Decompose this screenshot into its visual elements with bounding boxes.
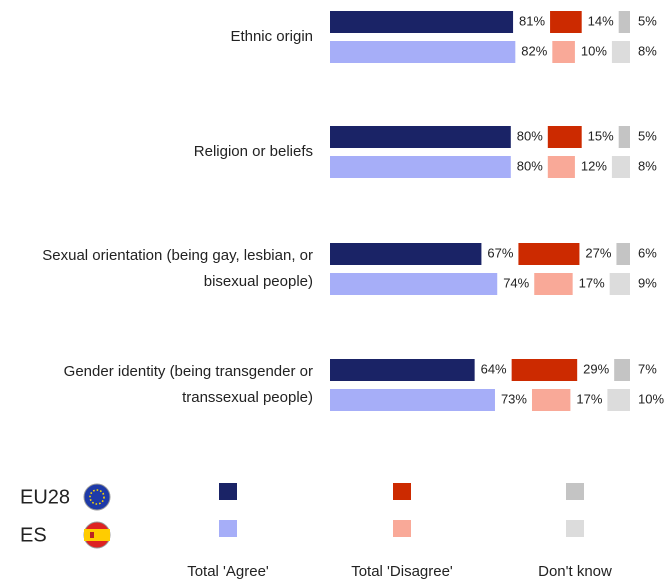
- category-label: Sexual orientation (being gay, lesbian, …: [42, 247, 313, 264]
- bar: [330, 389, 495, 411]
- value-label: 29%: [583, 361, 609, 376]
- bar: [330, 273, 498, 295]
- value-label: 7%: [638, 361, 657, 376]
- value-label: 9%: [638, 275, 657, 290]
- legend-label: Total 'Agree': [187, 563, 269, 580]
- value-label: 5%: [638, 13, 657, 28]
- value-label: 64%: [481, 361, 507, 376]
- value-label: 12%: [581, 158, 607, 173]
- value-label: 80%: [517, 128, 543, 143]
- value-label: 5%: [638, 128, 657, 143]
- bar: [547, 156, 575, 178]
- value-label: 10%: [581, 43, 607, 58]
- bar: [330, 41, 516, 63]
- value-label: 74%: [503, 275, 529, 290]
- es-flag: [83, 521, 111, 549]
- bar: [618, 126, 630, 148]
- eu-flag: [83, 483, 111, 511]
- bar: [550, 11, 582, 33]
- bar: [609, 273, 630, 295]
- legend-swatch: [393, 483, 411, 500]
- value-label: 15%: [588, 128, 614, 143]
- legend-swatch: [219, 483, 237, 500]
- value-label: 8%: [638, 43, 657, 58]
- bar: [611, 41, 630, 63]
- legend-swatch: [393, 520, 411, 537]
- legend-swatch: [566, 483, 584, 500]
- value-label: 6%: [638, 245, 657, 260]
- category-label: Religion or beliefs: [194, 143, 313, 160]
- bar: [511, 359, 578, 381]
- bar: [547, 126, 582, 148]
- bar: [618, 11, 630, 33]
- value-label: 17%: [576, 391, 602, 406]
- legend-swatch: [566, 520, 584, 537]
- legend-swatch: [219, 520, 237, 537]
- value-label: 67%: [487, 245, 513, 260]
- category-label: Ethnic origin: [230, 28, 313, 45]
- value-label: 81%: [519, 13, 545, 28]
- value-label: 8%: [638, 158, 657, 173]
- category-label: Gender identity (being transgender or: [64, 363, 313, 380]
- value-label: 82%: [521, 43, 547, 58]
- legend-group: EU28: [20, 486, 70, 508]
- bar: [330, 243, 482, 265]
- legend-label: Don't know: [538, 563, 612, 580]
- value-label: 80%: [517, 158, 543, 173]
- bar: [330, 11, 514, 33]
- legend-label: Total 'Disagree': [351, 563, 453, 580]
- bar: [330, 126, 511, 148]
- bar: [518, 243, 580, 265]
- bar: [611, 156, 630, 178]
- category-label: transsexual people): [182, 389, 313, 406]
- bar: [330, 359, 475, 381]
- category-label: bisexual people): [204, 273, 313, 290]
- bar: [607, 389, 630, 411]
- bar: [534, 273, 573, 295]
- bar: [616, 243, 630, 265]
- value-label: 27%: [585, 245, 611, 260]
- bar: [531, 389, 571, 411]
- bar: [330, 156, 511, 178]
- value-label: 73%: [501, 391, 527, 406]
- value-label: 17%: [579, 275, 605, 290]
- value-label: 14%: [588, 13, 614, 28]
- bar: [614, 359, 630, 381]
- value-label: 10%: [638, 391, 664, 406]
- legend-group: ES: [20, 524, 47, 546]
- bar: [552, 41, 575, 63]
